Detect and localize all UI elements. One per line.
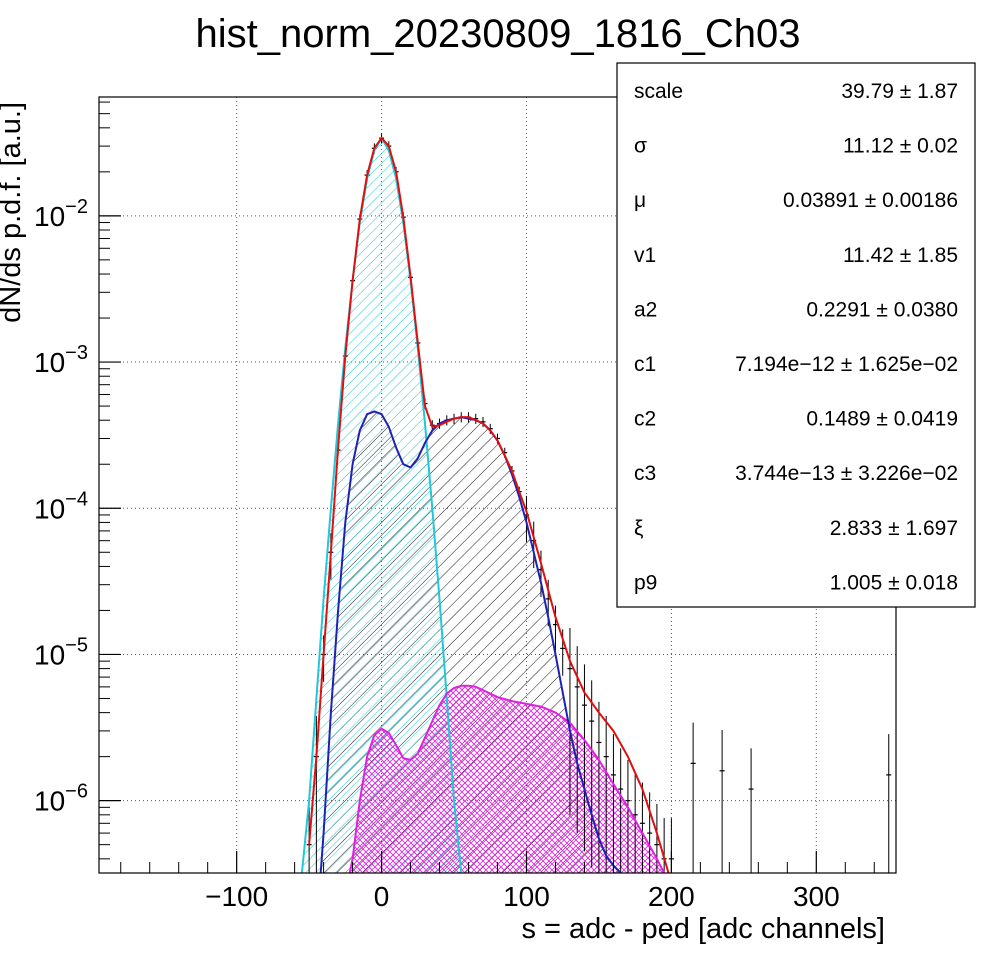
stat-label: μ: [634, 189, 646, 212]
x-tick-label: 100: [503, 881, 550, 912]
y-tick-base: 10: [34, 786, 65, 817]
x-axis-title: s = adc - ped [adc channels]: [521, 913, 885, 945]
y-tick-label: 10−3: [34, 342, 88, 378]
stat-value: 11.42 ± 1.85: [843, 244, 958, 267]
stat-value: 1.005 ± 0.018: [830, 571, 958, 594]
stat-label: c2: [634, 408, 656, 431]
stat-value: 0.03891 ± 0.00186: [783, 189, 958, 212]
y-axis-title: dN/ds p.d.f. [a.u.]: [0, 102, 27, 323]
y-tick-exponent: −2: [65, 196, 88, 218]
series-3-fill-area: [301, 138, 462, 873]
x-tick-label: −100: [205, 881, 268, 912]
y-tick-exponent: −6: [65, 781, 88, 803]
stats-box: scale 39.79 ± 1.87 σ 11.12 ± 0.02 μ 0.03891 ±…: [616, 62, 976, 608]
stat-label: scale: [634, 80, 683, 103]
stat-label: p9: [634, 571, 657, 594]
series-4-line: [348, 684, 665, 873]
stat-label: σ: [634, 135, 647, 158]
y-tick-exponent: −3: [65, 342, 88, 364]
stat-value: 0.1489 ± 0.0419: [806, 408, 958, 431]
y-tick-base: 10: [34, 493, 65, 524]
y-tick-exponent: −5: [65, 634, 88, 656]
x-tick-label: 300: [793, 881, 840, 912]
x-axis: −100 0 100 200 300: [120, 851, 875, 912]
y-tick-label: 10−6: [34, 781, 88, 817]
stat-label: ξ: [634, 517, 643, 540]
y-tick-label: 10−2: [34, 196, 88, 232]
y-tick-exponent: −4: [65, 488, 88, 510]
stat-value: 39.79 ± 1.87: [841, 80, 958, 103]
stat-label: v1: [634, 244, 656, 267]
data-layer: [300, 133, 892, 873]
stats-rows: scale 39.79 ± 1.87 σ 11.12 ± 0.02 μ 0.03891 ±…: [634, 80, 958, 594]
x-tick-label: 200: [648, 881, 695, 912]
stat-value: 7.194e−12 ± 1.625e−02: [735, 353, 958, 376]
stat-value: 2.833 ± 1.697: [830, 517, 958, 540]
y-tick-label: 10−5: [34, 634, 88, 670]
y-tick-base: 10: [34, 347, 65, 378]
series-2-line: [319, 410, 622, 873]
stats-box-frame: [616, 62, 976, 608]
x-tick-label: 0: [374, 881, 390, 912]
y-tick-label: 10−4: [34, 488, 88, 524]
y-axis: 10−610−510−410−310−2: [34, 101, 121, 860]
stat-label: c3: [634, 462, 656, 485]
stat-value: 3.744e−13 ± 3.226e−02: [735, 462, 958, 485]
series-1-line: [308, 137, 670, 873]
stat-value: 0.2291 ± 0.0380: [806, 298, 958, 321]
stat-label: c1: [634, 353, 656, 376]
stat-value: 11.12 ± 0.02: [843, 135, 958, 158]
chart-title: hist_norm_20230809_1816_Ch03: [196, 12, 801, 56]
y-tick-base: 10: [34, 201, 65, 232]
stat-label: a2: [634, 298, 657, 321]
y-tick-base: 10: [34, 639, 65, 670]
